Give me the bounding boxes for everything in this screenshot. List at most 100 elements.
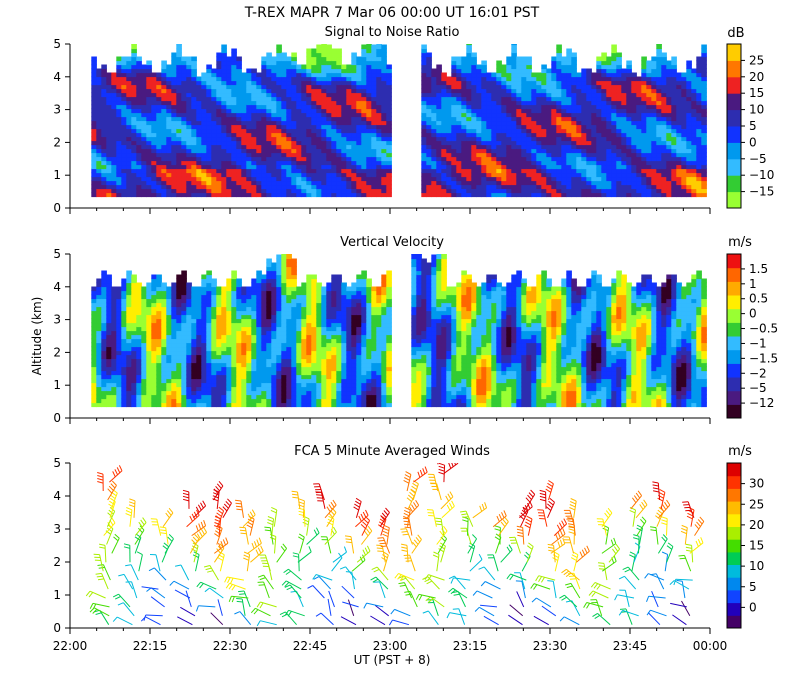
heatmap-cell xyxy=(156,394,162,400)
heatmap-cell xyxy=(616,88,622,94)
heatmap-cell xyxy=(171,112,177,118)
heatmap-cell xyxy=(601,164,607,170)
heatmap-cell xyxy=(96,132,102,138)
heatmap-cell xyxy=(236,374,242,380)
heatmap-cell xyxy=(326,80,332,86)
heatmap-cell xyxy=(701,56,707,62)
heatmap-cell xyxy=(541,188,547,194)
heatmap-cell xyxy=(461,108,467,114)
heatmap-cell xyxy=(576,80,582,86)
heatmap-cell xyxy=(541,64,547,70)
heatmap-cell xyxy=(241,76,247,82)
heatmap-cell xyxy=(651,176,657,182)
heatmap-cell xyxy=(146,298,152,304)
heatmap-cell xyxy=(201,306,207,312)
heatmap-cell xyxy=(521,112,527,118)
heatmap-cell xyxy=(646,160,652,166)
heatmap-cell xyxy=(196,362,202,368)
heatmap-cell xyxy=(691,108,697,114)
heatmap-cell xyxy=(96,390,102,396)
heatmap-cell xyxy=(551,140,557,146)
heatmap-cell xyxy=(306,48,312,54)
heatmap-cell xyxy=(421,56,427,62)
heatmap-cell xyxy=(686,144,692,150)
heatmap-cell xyxy=(466,68,472,74)
heatmap-cell xyxy=(546,84,552,90)
heatmap-cell xyxy=(606,60,612,66)
heatmap-cell xyxy=(521,148,527,154)
heatmap-cell xyxy=(136,398,142,404)
heatmap-cell xyxy=(221,160,227,166)
heatmap-cell xyxy=(226,302,232,308)
heatmap-cell xyxy=(486,144,492,150)
heatmap-cell xyxy=(186,366,192,372)
heatmap-cell xyxy=(296,80,302,86)
heatmap-cell xyxy=(601,144,607,150)
heatmap-cell xyxy=(221,334,227,340)
heatmap-cell xyxy=(521,84,527,90)
heatmap-cell xyxy=(386,80,392,86)
heatmap-cell xyxy=(141,180,147,186)
heatmap-cell xyxy=(381,108,387,114)
heatmap-cell xyxy=(201,124,207,130)
heatmap-cell xyxy=(91,152,97,158)
heatmap-cell xyxy=(551,64,557,70)
heatmap-cell xyxy=(96,322,102,328)
heatmap-cell xyxy=(506,136,512,142)
heatmap-cell xyxy=(136,314,142,320)
heatmap-cell xyxy=(431,112,437,118)
heatmap-cell xyxy=(131,382,137,388)
heatmap-cell xyxy=(101,88,107,94)
heatmap-cell xyxy=(491,172,497,178)
heatmap-cell xyxy=(286,56,292,62)
heatmap-cell xyxy=(456,172,462,178)
heatmap-cell xyxy=(621,96,627,102)
heatmap-cell xyxy=(341,136,347,142)
heatmap-cell xyxy=(586,144,592,150)
heatmap-cell xyxy=(331,48,337,54)
heatmap-cell xyxy=(191,104,197,110)
heatmap-cell xyxy=(161,314,167,320)
heatmap-cell xyxy=(151,310,157,316)
heatmap-cell xyxy=(116,132,122,138)
heatmap-cell xyxy=(196,334,202,340)
heatmap-cell xyxy=(201,314,207,320)
heatmap-cell xyxy=(176,108,182,114)
heatmap-cell xyxy=(296,140,302,146)
heatmap-cell xyxy=(191,128,197,134)
heatmap-cell xyxy=(101,294,107,300)
heatmap-cell xyxy=(341,152,347,158)
heatmap-cell xyxy=(141,100,147,106)
heatmap-cell xyxy=(216,346,222,352)
heatmap-cell xyxy=(176,156,182,162)
heatmap-cell xyxy=(616,140,622,146)
heatmap-cell xyxy=(101,68,107,74)
heatmap-cell xyxy=(321,100,327,106)
heatmap-cell xyxy=(691,88,697,94)
heatmap-cell xyxy=(276,48,282,54)
heatmap-cell xyxy=(131,72,137,78)
heatmap-cell xyxy=(446,84,452,90)
heatmap-cell xyxy=(121,72,127,78)
heatmap-cell xyxy=(161,128,167,134)
heatmap-cell xyxy=(481,188,487,194)
heatmap-cell xyxy=(471,88,477,94)
heatmap-cell xyxy=(536,124,542,130)
heatmap-cell xyxy=(171,108,177,114)
heatmap-cell xyxy=(436,132,442,138)
heatmap-cell xyxy=(311,160,317,166)
heatmap-cell xyxy=(476,192,482,198)
heatmap-cell xyxy=(186,156,192,162)
heatmap-cell xyxy=(361,56,367,62)
heatmap-cell xyxy=(271,84,277,90)
heatmap-cell xyxy=(691,148,697,154)
heatmap-cell xyxy=(231,270,237,276)
heatmap-cell xyxy=(511,116,517,122)
heatmap-cell xyxy=(326,56,332,62)
heatmap-cell xyxy=(536,156,542,162)
heatmap-cell xyxy=(546,180,552,186)
heatmap-cell xyxy=(531,152,537,158)
heatmap-cell xyxy=(326,164,332,170)
heatmap-cell xyxy=(571,140,577,146)
heatmap-cell xyxy=(166,96,172,102)
